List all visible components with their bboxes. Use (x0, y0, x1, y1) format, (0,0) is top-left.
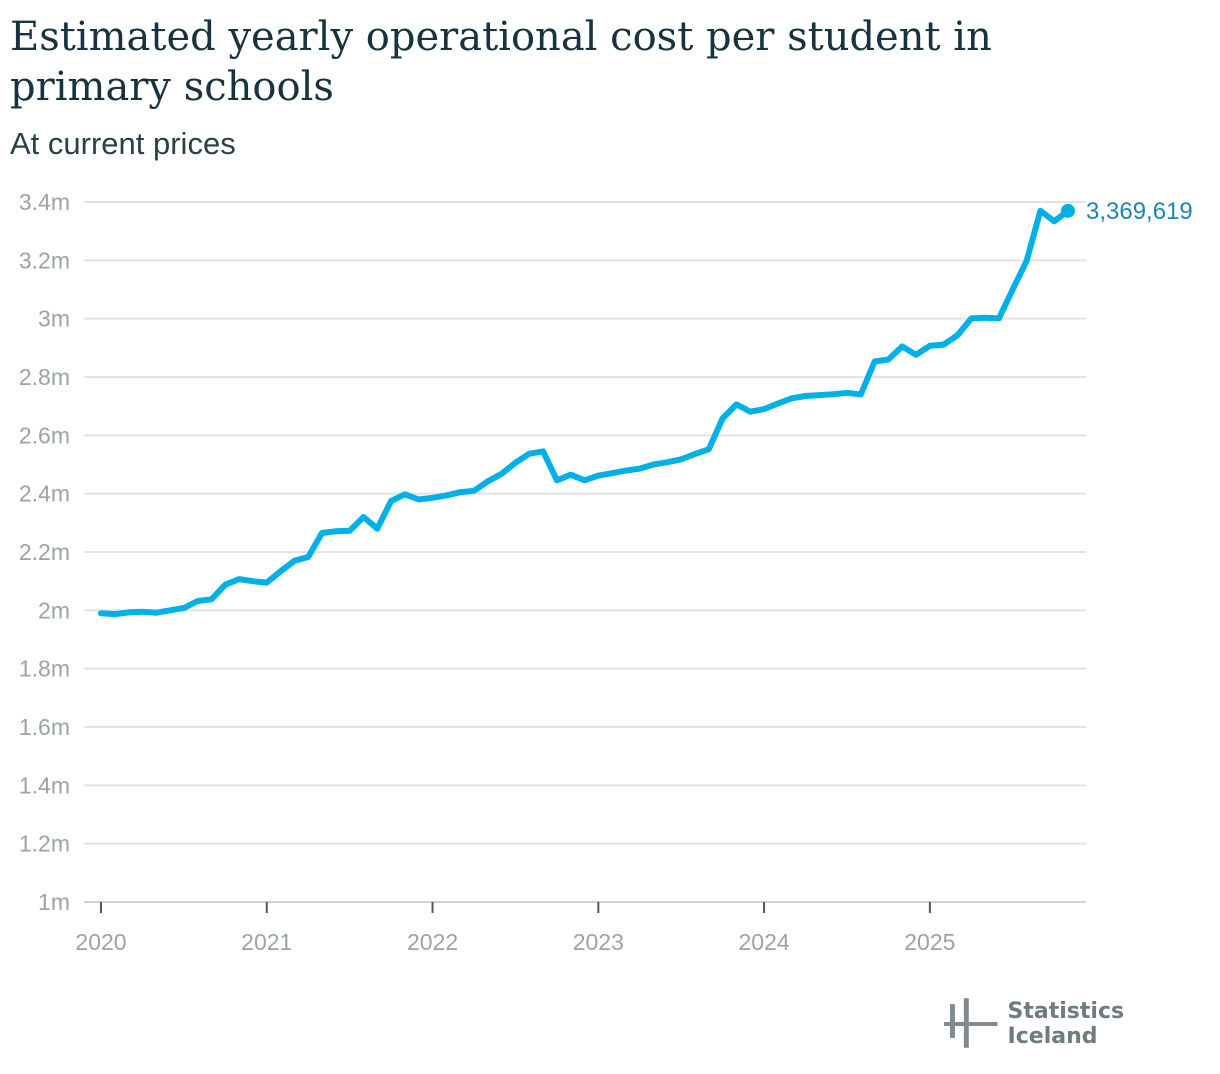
y-tick-label: 1.8m (19, 656, 70, 682)
y-tick-label: 3.2m (19, 247, 70, 273)
y-tick-label: 1.6m (19, 714, 70, 740)
y-tick-label: 2.4m (19, 481, 70, 507)
y-tick-label: 1.4m (19, 772, 70, 798)
statistics-iceland-logo-icon (944, 998, 998, 1048)
chart-subtitle: At current prices (10, 126, 236, 161)
brand-footer: Statistics Iceland (944, 996, 1220, 1052)
series-line (98, 207, 1071, 618)
y-tick-label: 3.4m (19, 189, 70, 215)
y-tick-label: 2.6m (19, 422, 70, 448)
y-tick-label: 2m (38, 597, 70, 623)
x-tick-label: 2020 (75, 929, 126, 955)
x-tick-label: 2023 (573, 929, 624, 955)
brand-name: Statistics Iceland (1007, 999, 1125, 1049)
x-tick-label: 2021 (241, 929, 292, 955)
x-tick-label: 2024 (738, 929, 789, 955)
chart-title: Estimated yearly operational cost per st… (10, 14, 992, 110)
x-axis-ticks: 2020 2021 2022 2023 2024 2025 (75, 902, 955, 955)
last-point-marker (1061, 203, 1075, 218)
y-tick-label: 1m (38, 889, 70, 915)
y-tick-label: 1.2m (19, 831, 70, 857)
y-tick-label: 2.8m (19, 364, 70, 390)
y-tick-label: 3m (38, 306, 70, 332)
x-tick-label: 2025 (904, 929, 955, 955)
series-layer: 3,369,619 (98, 198, 1193, 618)
last-value-label: 3,369,619 (1086, 198, 1193, 225)
x-tick-label: 2022 (407, 929, 458, 955)
y-axis-ticks: 1m 1.2m 1.4m 1.6m 1.8m 2m 2.2m 2.4m 2.6m 2.8m 3m 3.… (19, 189, 70, 915)
y-tick-label: 2.2m (19, 539, 70, 565)
grid-lines (84, 201, 1086, 903)
